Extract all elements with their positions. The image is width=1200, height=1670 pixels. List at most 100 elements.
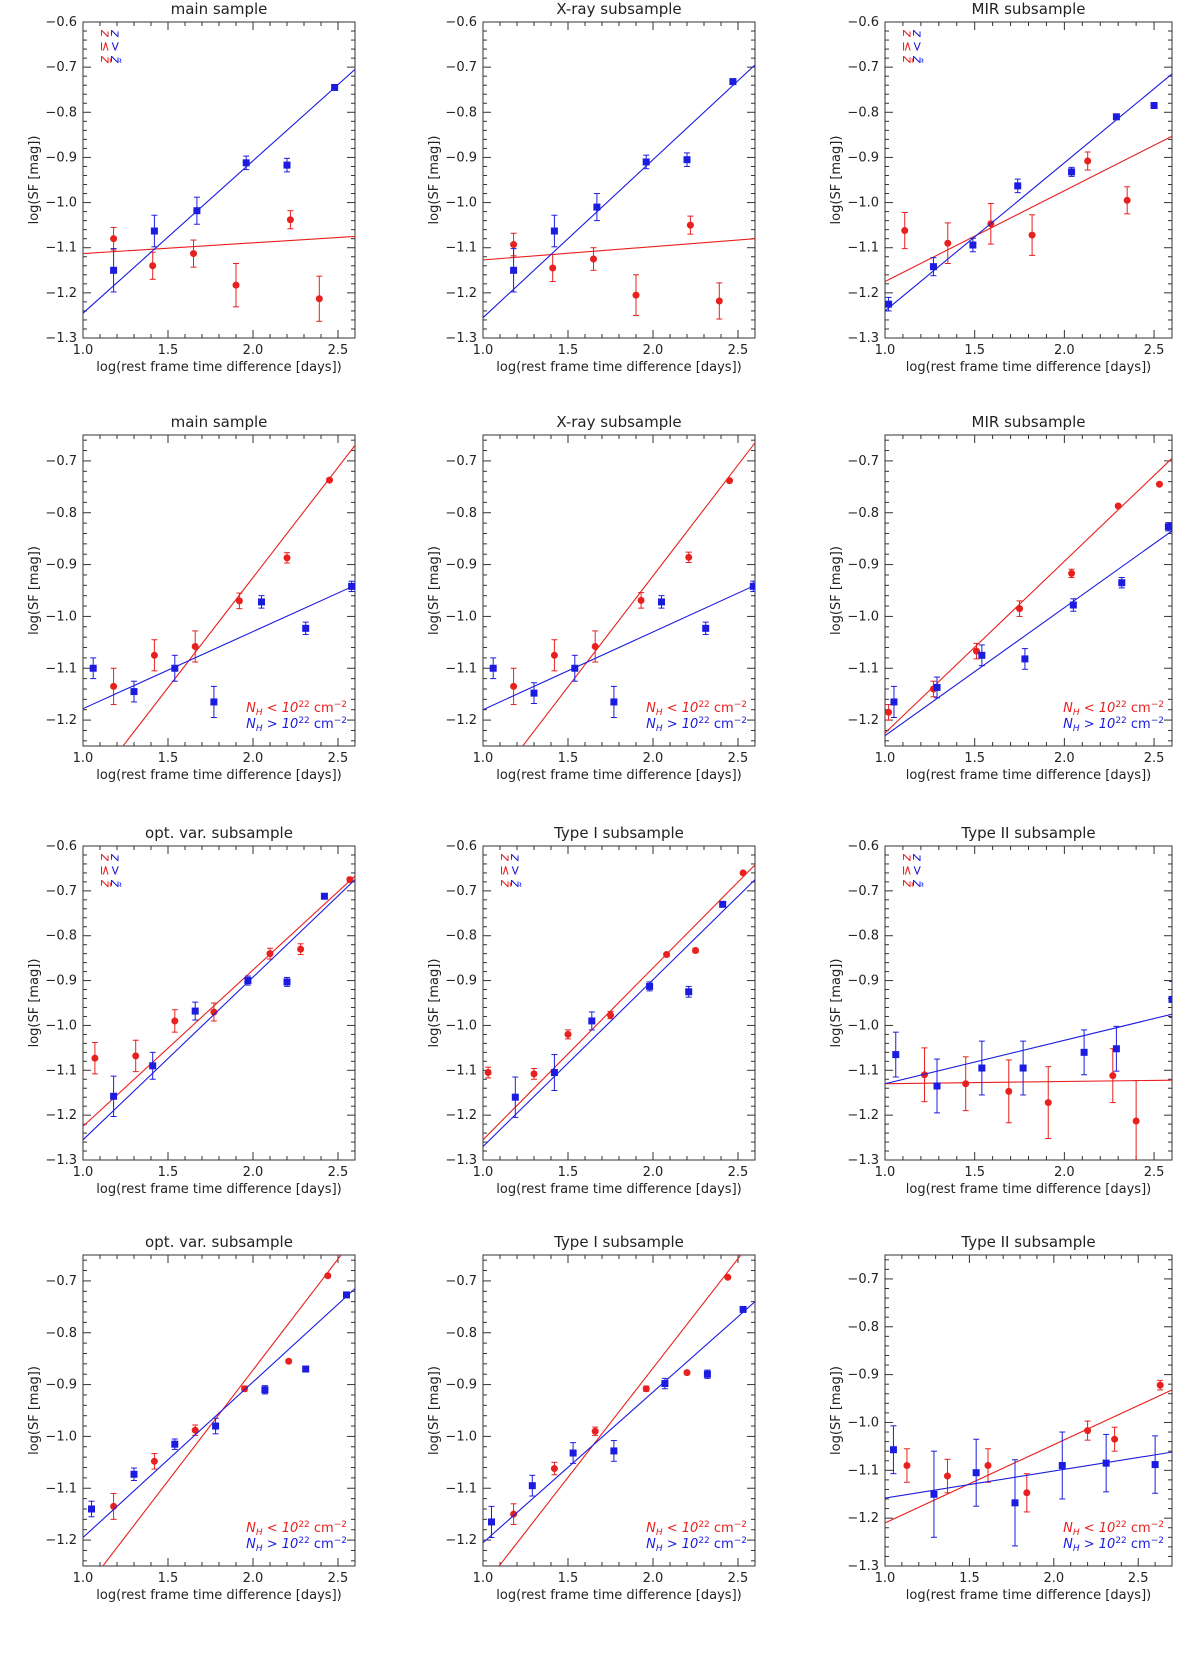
data-point-circle xyxy=(149,262,157,270)
y-tick-label: −1.1 xyxy=(45,1063,77,1078)
data-point-circle xyxy=(1084,1427,1092,1435)
legend-entry-1: z > z̃ xyxy=(107,29,122,64)
data-point-circle xyxy=(297,945,305,953)
plot-area xyxy=(885,1379,1172,1547)
data-point-circle xyxy=(1028,231,1036,239)
x-axis-label: log(rest frame time difference [days]) xyxy=(96,1588,341,1603)
data-point-square xyxy=(642,158,650,166)
data-point-square xyxy=(1080,1048,1088,1056)
x-tick-label: 2.5 xyxy=(328,343,349,358)
x-tick-label: 2.5 xyxy=(328,1571,349,1586)
series-red xyxy=(510,442,755,746)
series-red xyxy=(885,1047,1172,1160)
y-tick-label: −0.8 xyxy=(45,1326,77,1341)
y-tick-label: −0.7 xyxy=(45,454,77,469)
data-point-circle xyxy=(484,1069,492,1077)
y-tick-label: −1.0 xyxy=(445,1018,477,1033)
series-red xyxy=(102,1255,342,1566)
panel-title: opt. var. subsample xyxy=(145,1233,293,1251)
legend-entry-0: NH < 1022 cm−2 xyxy=(246,1520,347,1538)
data-point-circle xyxy=(110,682,118,690)
data-point-circle xyxy=(920,1071,928,1079)
data-point-square xyxy=(283,161,291,169)
y-tick-label: −0.7 xyxy=(445,884,477,899)
fit-line xyxy=(483,64,755,319)
y-tick-label: −0.9 xyxy=(445,974,477,989)
x-tick-label: 1.0 xyxy=(473,1165,494,1180)
data-point-circle xyxy=(591,1427,599,1435)
chart-panel-r3c2: −1.3 −1.2 −1.1 −1.0 −0.9 −0.8 −0.7 −0.6 1.0 1.5 2.… xyxy=(427,824,756,1197)
fit-line xyxy=(885,530,1172,737)
data-point-square xyxy=(1014,182,1022,190)
y-tick-label: −1.1 xyxy=(847,1063,879,1078)
legend-entry-1: z > z̃ xyxy=(107,853,122,888)
y-tick-label: −1.2 xyxy=(45,286,77,301)
data-point-square xyxy=(510,266,518,274)
fit-line xyxy=(498,1255,742,1566)
y-tick-label: −0.7 xyxy=(45,1274,77,1289)
y-tick-label: −0.6 xyxy=(847,839,879,854)
data-point-square xyxy=(885,300,893,308)
data-point-square xyxy=(302,1365,310,1373)
legend-entry-0: NH < 1022 cm−2 xyxy=(646,700,747,718)
data-point-circle xyxy=(984,1462,992,1470)
y-tick-label: −1.1 xyxy=(847,661,879,676)
y-tick-label: −0.9 xyxy=(45,150,77,165)
x-tick-label: 1.5 xyxy=(964,751,985,766)
data-point-circle xyxy=(286,216,294,224)
data-point-circle xyxy=(1016,605,1024,613)
panel-title: X-ray subsample xyxy=(556,413,681,431)
x-axis-label: log(rest frame time difference [days]) xyxy=(496,768,741,783)
y-tick-label: −0.7 xyxy=(847,884,879,899)
data-point-circle xyxy=(326,476,333,484)
chart-panel-r3c3: −1.3 −1.2 −1.1 −1.0 −0.9 −0.8 −0.7 −0.6 1.0 1.5 2.… xyxy=(829,824,1173,1197)
data-point-circle xyxy=(637,596,645,604)
panel-title: X-ray subsample xyxy=(556,0,681,18)
plot-area xyxy=(885,980,1172,1160)
y-tick-label: −1.1 xyxy=(445,661,477,676)
data-point-square xyxy=(978,651,986,659)
chart-panel-r3c1: −1.3 −1.2 −1.1 −1.0 −0.9 −0.8 −0.7 −0.6 1.0 1.5 2.… xyxy=(27,824,356,1197)
data-point-circle xyxy=(191,642,199,650)
data-point-square xyxy=(530,689,538,697)
x-axis-label: log(rest frame time difference [days]) xyxy=(496,360,741,375)
plot-frame xyxy=(884,1254,1173,1567)
x-tick-label: 2.5 xyxy=(1144,1165,1165,1180)
y-tick-label: −0.6 xyxy=(445,839,477,854)
data-point-circle xyxy=(607,1011,614,1019)
data-point-square xyxy=(646,982,654,990)
chart-panel-r1c3: −1.3 −1.2 −1.1 −1.0 −0.9 −0.8 −0.7 −0.6 1.0 1.5 2.… xyxy=(829,0,1173,375)
y-tick-label: −0.8 xyxy=(847,929,879,944)
y-tick-label: −1.2 xyxy=(847,286,879,301)
y-tick-label: −1.2 xyxy=(45,1108,77,1123)
plot-frame xyxy=(482,1254,756,1567)
x-tick-label: 2.0 xyxy=(243,1571,264,1586)
y-tick-label: −0.9 xyxy=(445,558,477,573)
data-point-square xyxy=(210,698,218,706)
data-point-circle xyxy=(1156,1381,1164,1389)
chart-panel-r4c3: −1.3 −1.2 −1.1 −1.0 −0.9 −0.8 −0.7 1.0 1.5 2.0 2.5… xyxy=(829,1233,1173,1603)
y-axis-label: log(SF [mag]) xyxy=(829,1366,844,1455)
data-point-square xyxy=(661,1380,669,1388)
data-point-circle xyxy=(132,1052,140,1060)
x-tick-label: 2.5 xyxy=(728,1165,749,1180)
data-point-circle xyxy=(564,1030,572,1038)
x-tick-label: 1.5 xyxy=(959,1571,980,1586)
panel-title: Type I subsample xyxy=(553,824,684,842)
series-red xyxy=(110,445,355,746)
fit-line xyxy=(522,442,755,746)
data-point-square xyxy=(890,698,898,706)
legend-entry-1: NH > 1022 cm−2 xyxy=(646,716,747,734)
y-tick-label: −0.8 xyxy=(847,506,879,521)
legend-entry-0: NH < 1022 cm−2 xyxy=(1063,700,1164,718)
x-tick-label: 2.0 xyxy=(643,751,664,766)
data-point-square xyxy=(978,1064,986,1072)
data-point-circle xyxy=(150,651,158,659)
series-red xyxy=(83,875,355,1127)
y-tick-label: −0.6 xyxy=(45,839,77,854)
y-tick-label: −1.1 xyxy=(45,1481,77,1496)
y-tick-label: −1.2 xyxy=(847,1511,879,1526)
x-axis-label: log(rest frame time difference [days]) xyxy=(96,360,341,375)
x-tick-label: 2.0 xyxy=(243,751,264,766)
data-point-circle xyxy=(1023,1489,1031,1497)
